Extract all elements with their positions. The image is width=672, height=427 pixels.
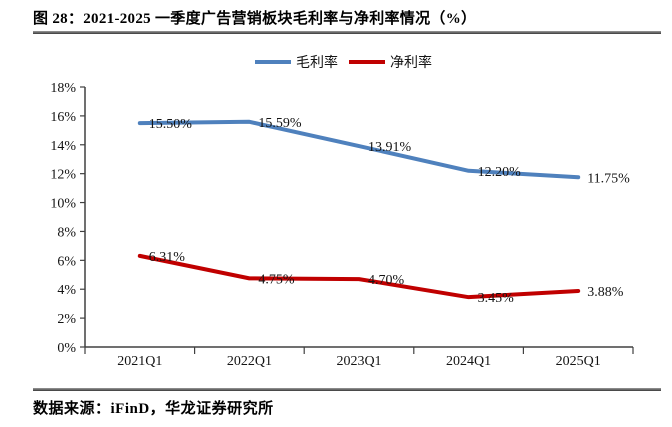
- title-divider: [33, 31, 661, 34]
- data-label-0-3: 12.20%: [478, 165, 521, 180]
- y-tick-label: 16%: [50, 110, 76, 125]
- x-category-label: 2021Q1: [117, 354, 162, 369]
- data-label-0-4: 11.75%: [587, 171, 630, 186]
- legend-label-1: 净利率: [390, 54, 432, 71]
- y-tick-label: 4%: [57, 283, 76, 298]
- data-label-1-0: 6.31%: [149, 250, 186, 265]
- series-line-1: [137, 253, 581, 300]
- y-tick-label: 12%: [50, 168, 76, 183]
- footer-divider: [33, 388, 661, 391]
- line-chart: 0% 2% 4% 6% 8% 10% 12% 14% 16% 18% 2021Q1 2022Q1 202…: [50, 54, 634, 369]
- x-category-label: 2022Q1: [227, 354, 272, 369]
- data-label-1-1: 4.75%: [258, 272, 295, 287]
- figure-title: 图 28：2021-2025 一季度广告营销板块毛利率与净利率情况（%）: [33, 11, 477, 27]
- series-line-0: [137, 119, 581, 180]
- y-tick-label: 2%: [57, 312, 76, 327]
- y-tick-label: 8%: [57, 225, 76, 240]
- x-category-label: 2025Q1: [556, 354, 601, 369]
- figure-source: 数据来源：iFinD，华龙证券研究所: [33, 401, 274, 417]
- y-tick-label: 18%: [50, 81, 76, 96]
- data-label-0-1: 15.59%: [258, 116, 302, 131]
- y-tick-label: 14%: [50, 139, 76, 154]
- data-label-0-0: 15.50%: [149, 117, 193, 132]
- y-tick-label: 6%: [57, 254, 76, 269]
- data-label-0-2: 13.91%: [368, 140, 412, 155]
- x-category-label: 2024Q1: [446, 354, 491, 369]
- y-tick-label: 10%: [50, 197, 76, 212]
- x-category-label: 2023Q1: [336, 354, 381, 369]
- data-label-1-3: 3.45%: [478, 291, 514, 306]
- legend-label-0: 毛利率: [296, 54, 338, 71]
- data-label-1-2: 4.70%: [368, 273, 405, 288]
- y-tick-label: 0%: [57, 341, 76, 356]
- data-label-1-4: 3.88%: [587, 285, 624, 300]
